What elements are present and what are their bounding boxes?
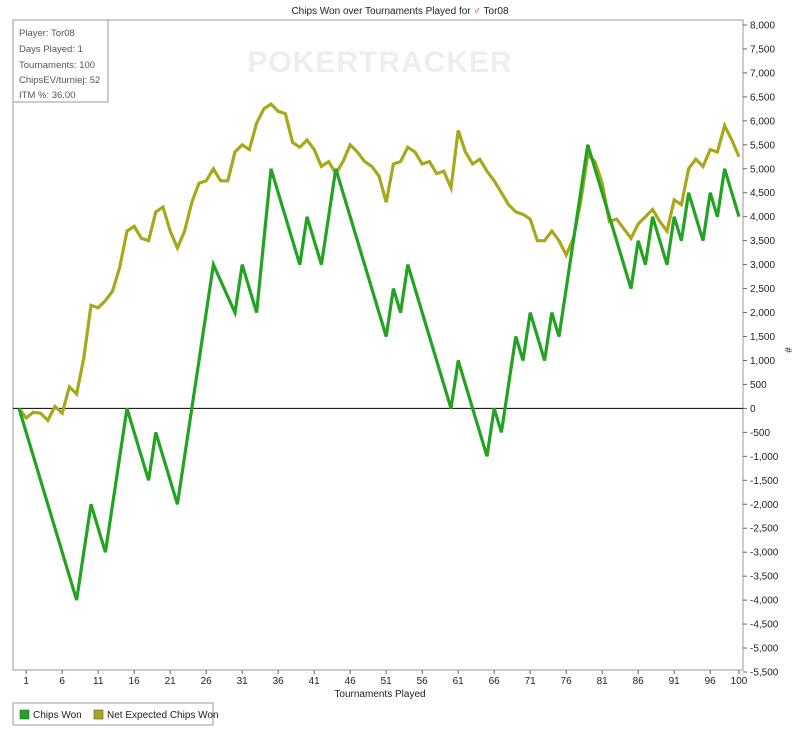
- y-tick-label: 5,500: [750, 140, 775, 151]
- y-tick-label: 6,000: [750, 116, 775, 127]
- chart-title-player: Tor08: [484, 6, 509, 17]
- y-tick-label: -1,000: [750, 452, 779, 463]
- y-tick-label: -2,500: [750, 524, 779, 535]
- y-tick-label: -3,000: [750, 548, 779, 559]
- x-tick-label: 51: [381, 676, 393, 687]
- x-axis-title: Tournaments Played: [334, 689, 425, 700]
- y-tick-label: -500: [750, 428, 770, 439]
- x-tick-label: 1: [23, 676, 29, 687]
- x-tick-label: 66: [489, 676, 501, 687]
- y-tick-label: 3,000: [750, 260, 775, 271]
- legend-swatch-chips-won: [19, 709, 30, 720]
- plot-area: [12, 19, 744, 671]
- y-tick-label: 500: [750, 380, 767, 391]
- series-layer: [17, 102, 741, 601]
- x-tick-label: 11: [93, 676, 104, 687]
- y-tick-label: -3,500: [750, 572, 779, 583]
- y-tick-label: -4,000: [750, 596, 779, 607]
- legend-label-net-expected: Net Expected Chips Won: [107, 710, 219, 721]
- y-tick-label: 1,000: [750, 356, 775, 367]
- pokertracker-watermark: POKERTRACKER: [247, 46, 512, 79]
- x-tick-label: 36: [273, 676, 285, 687]
- player-icon: ♂: [471, 6, 484, 17]
- y-tick-label: 4,000: [750, 212, 775, 223]
- x-tick-label: 16: [129, 676, 141, 687]
- legend-swatch-net-expected: [93, 709, 104, 720]
- y-tick-label: -2,000: [750, 500, 779, 511]
- stats-chipsev: ChipsEV/turniej: 52: [19, 75, 100, 86]
- x-tick-label: 61: [453, 676, 465, 687]
- stats-player: Player: Tor08: [19, 28, 75, 39]
- x-tick-label: 86: [633, 676, 645, 687]
- stats-box: Player: Tor08 Days Played: 1 Tournaments…: [12, 19, 109, 103]
- x-tick-label: 21: [165, 676, 177, 687]
- y-tick-label: 4,500: [750, 188, 775, 199]
- x-tick-label: 76: [561, 676, 573, 687]
- chart-title-prefix: Chips Won over Tournaments Played for: [291, 6, 471, 17]
- y-tick-label: 0: [750, 404, 756, 415]
- stats-tournaments: Tournaments: 100: [19, 60, 95, 71]
- x-tick-label: 91: [669, 676, 681, 687]
- stats-box-frame: [12, 19, 109, 103]
- y-tick-label: 5,000: [750, 164, 775, 175]
- y-tick-label: 7,000: [750, 68, 775, 79]
- x-tick-label: 26: [201, 676, 213, 687]
- x-tick-label: 96: [705, 676, 717, 687]
- axes: 8,000 7,500 7,000 6,500 6,000 5,500 5,000 4,500…: [13, 21, 779, 687]
- y-tick-label: 7,500: [750, 44, 775, 55]
- stats-days-played: Days Played: 1: [19, 44, 83, 55]
- y-tick-label: 3,500: [750, 236, 775, 247]
- x-tick-label: 100: [731, 676, 748, 687]
- x-tick-label: 56: [417, 676, 429, 687]
- x-tick-label: 46: [345, 676, 357, 687]
- y-tick-label: 8,000: [750, 21, 775, 32]
- x-tick-label: 6: [59, 676, 65, 687]
- legend-frame: [12, 702, 214, 726]
- y-tick-label: 2,500: [750, 284, 775, 295]
- x-tick-label: 71: [525, 676, 537, 687]
- y-tick-label: -4,500: [750, 620, 779, 631]
- stats-itm: ITM %: 36.00: [19, 90, 76, 101]
- y-tick-label: -5,500: [750, 668, 779, 679]
- legend-label-chips-won: Chips Won: [33, 710, 82, 721]
- x-tick-label: 41: [309, 676, 321, 687]
- x-tick-label: 81: [597, 676, 609, 687]
- legend: Chips Won Net Expected Chips Won: [12, 702, 219, 726]
- y-tick-label: -1,500: [750, 476, 779, 487]
- x-tick-label: 31: [237, 676, 249, 687]
- y-tick-label: 2,000: [750, 308, 775, 319]
- y-tick-label: -5,000: [750, 644, 779, 655]
- y-axis-title: #: [782, 347, 793, 353]
- series-line-net-expected: [17, 102, 741, 424]
- chart-title: Chips Won over Tournaments Played for ♂ …: [291, 6, 509, 17]
- series-line-chips-won: [17, 144, 741, 601]
- y-tick-label: 6,500: [750, 92, 775, 103]
- y-tick-label: 1,500: [750, 332, 775, 343]
